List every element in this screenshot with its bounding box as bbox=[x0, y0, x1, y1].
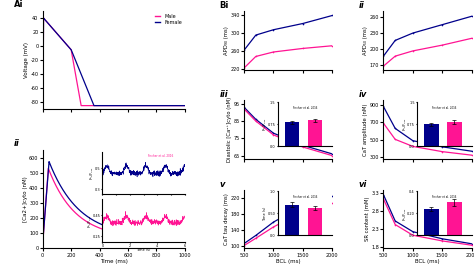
Y-axis label: APD₉₀ (ms): APD₉₀ (ms) bbox=[224, 26, 229, 55]
Y-axis label: CaT tau decay (ms): CaT tau decay (ms) bbox=[224, 193, 229, 245]
X-axis label: BCL (ms): BCL (ms) bbox=[415, 259, 440, 264]
Text: Bi: Bi bbox=[219, 1, 229, 10]
Text: iii: iii bbox=[219, 91, 228, 99]
Text: ii: ii bbox=[14, 139, 20, 148]
Y-axis label: Voltage (mV): Voltage (mV) bbox=[24, 42, 29, 78]
X-axis label: Time (ms): Time (ms) bbox=[100, 259, 128, 264]
Text: ii: ii bbox=[359, 1, 365, 10]
Y-axis label: CaT amplitude (nM): CaT amplitude (nM) bbox=[364, 104, 368, 156]
Y-axis label: [Ca2+]cyto (nM): [Ca2+]cyto (nM) bbox=[23, 176, 28, 222]
Legend: Male, Female: Male, Female bbox=[154, 14, 182, 25]
Y-axis label: SR content (mM): SR content (mM) bbox=[365, 197, 370, 241]
Text: Ai: Ai bbox=[14, 0, 24, 9]
Text: vi: vi bbox=[359, 180, 367, 189]
Y-axis label: Diastolic [Ca²⁺]cyto (nM): Diastolic [Ca²⁺]cyto (nM) bbox=[227, 97, 232, 162]
Text: iv: iv bbox=[359, 91, 367, 99]
X-axis label: BCL (ms): BCL (ms) bbox=[276, 259, 301, 264]
Text: v: v bbox=[219, 180, 225, 189]
Y-axis label: APD₅₀ (ms): APD₅₀ (ms) bbox=[364, 26, 368, 55]
